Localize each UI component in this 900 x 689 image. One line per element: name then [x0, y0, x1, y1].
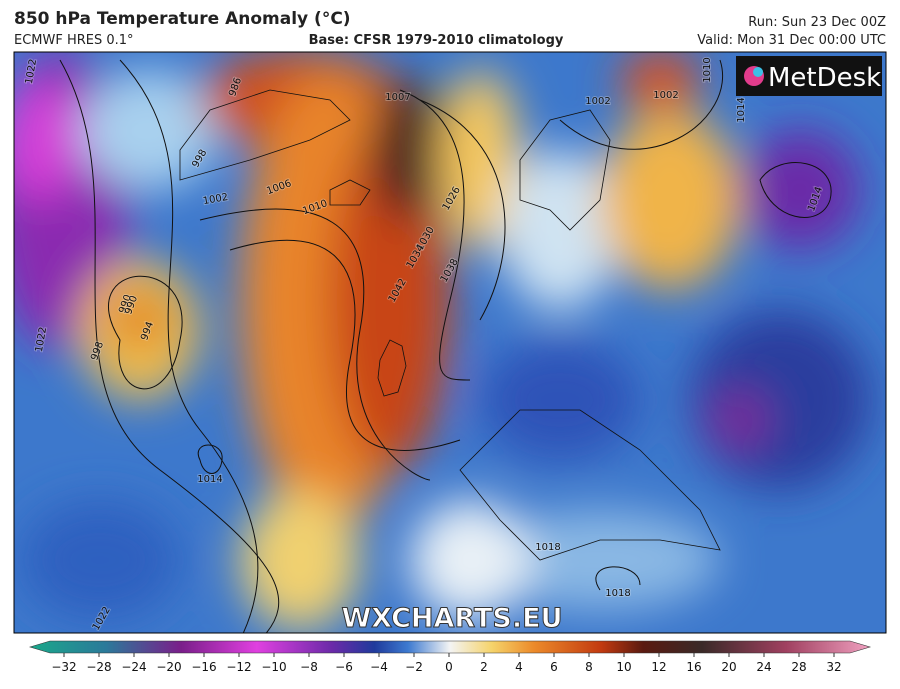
- isobar-label: 1018: [605, 588, 630, 599]
- base: Base: CFSR 1979-2010 climatology: [309, 33, 564, 48]
- isobar-label: 1018: [535, 542, 560, 553]
- isobar-label: 1014: [736, 97, 747, 122]
- colorbar-tick-label: −2: [405, 660, 423, 674]
- colorbar-tick-label: −4: [370, 660, 388, 674]
- model: ECMWF HRES 0.1°: [14, 33, 134, 48]
- isobar-label: 1007: [385, 92, 410, 103]
- colorbar-tick-label: −8: [300, 660, 318, 674]
- colorbar-tick-label: 16: [686, 660, 701, 674]
- colorbar-tick-label: 20: [721, 660, 736, 674]
- isobar-label: 1002: [585, 96, 610, 107]
- watermark: WXCHARTS.EU: [341, 603, 562, 634]
- colorbar-tick-label: 8: [585, 660, 593, 674]
- colorbar-tick-label: 6: [550, 660, 558, 674]
- colorbar: [28, 640, 872, 654]
- title: 850 hPa Temperature Anomaly (°C): [14, 9, 351, 29]
- colorbar-tick-label: −16: [191, 660, 216, 674]
- colorbar-tick-label: −12: [226, 660, 251, 674]
- colorbar-tick-label: −28: [86, 660, 111, 674]
- valid: Valid: Mon 31 Dec 00:00 UTC: [697, 33, 886, 48]
- colorbar-tick-label: 0: [445, 660, 453, 674]
- colorbar-tick-label: 4: [515, 660, 523, 674]
- map-frame: [13, 51, 887, 634]
- colorbar-tick-label: 12: [651, 660, 666, 674]
- colorbar-tick-label: 10: [616, 660, 631, 674]
- run: Run: Sun 23 Dec 00Z: [748, 15, 886, 30]
- logo: MetDesk: [768, 63, 881, 93]
- colorbar-tick-label: 2: [480, 660, 488, 674]
- map: MetDesk WXCHARTS.EU 10229869909981002100…: [14, 52, 886, 634]
- isobar-label: 1014: [197, 474, 222, 485]
- isobar-label: 1022: [24, 58, 39, 85]
- colorbar-tick-label: −6: [335, 660, 353, 674]
- isobar-label: 1002: [653, 90, 678, 101]
- isobar-label: 1010: [702, 57, 713, 82]
- colorbar-tick-label: −20: [156, 660, 181, 674]
- colorbar-tick-label: 32: [826, 660, 841, 674]
- colorbar-tick-label: 24: [756, 660, 771, 674]
- colorbar-tick-label: −32: [51, 660, 76, 674]
- colorbar-tick-label: 28: [791, 660, 806, 674]
- colorbar-tick-label: −10: [261, 660, 286, 674]
- colorbar-tick-label: −24: [121, 660, 146, 674]
